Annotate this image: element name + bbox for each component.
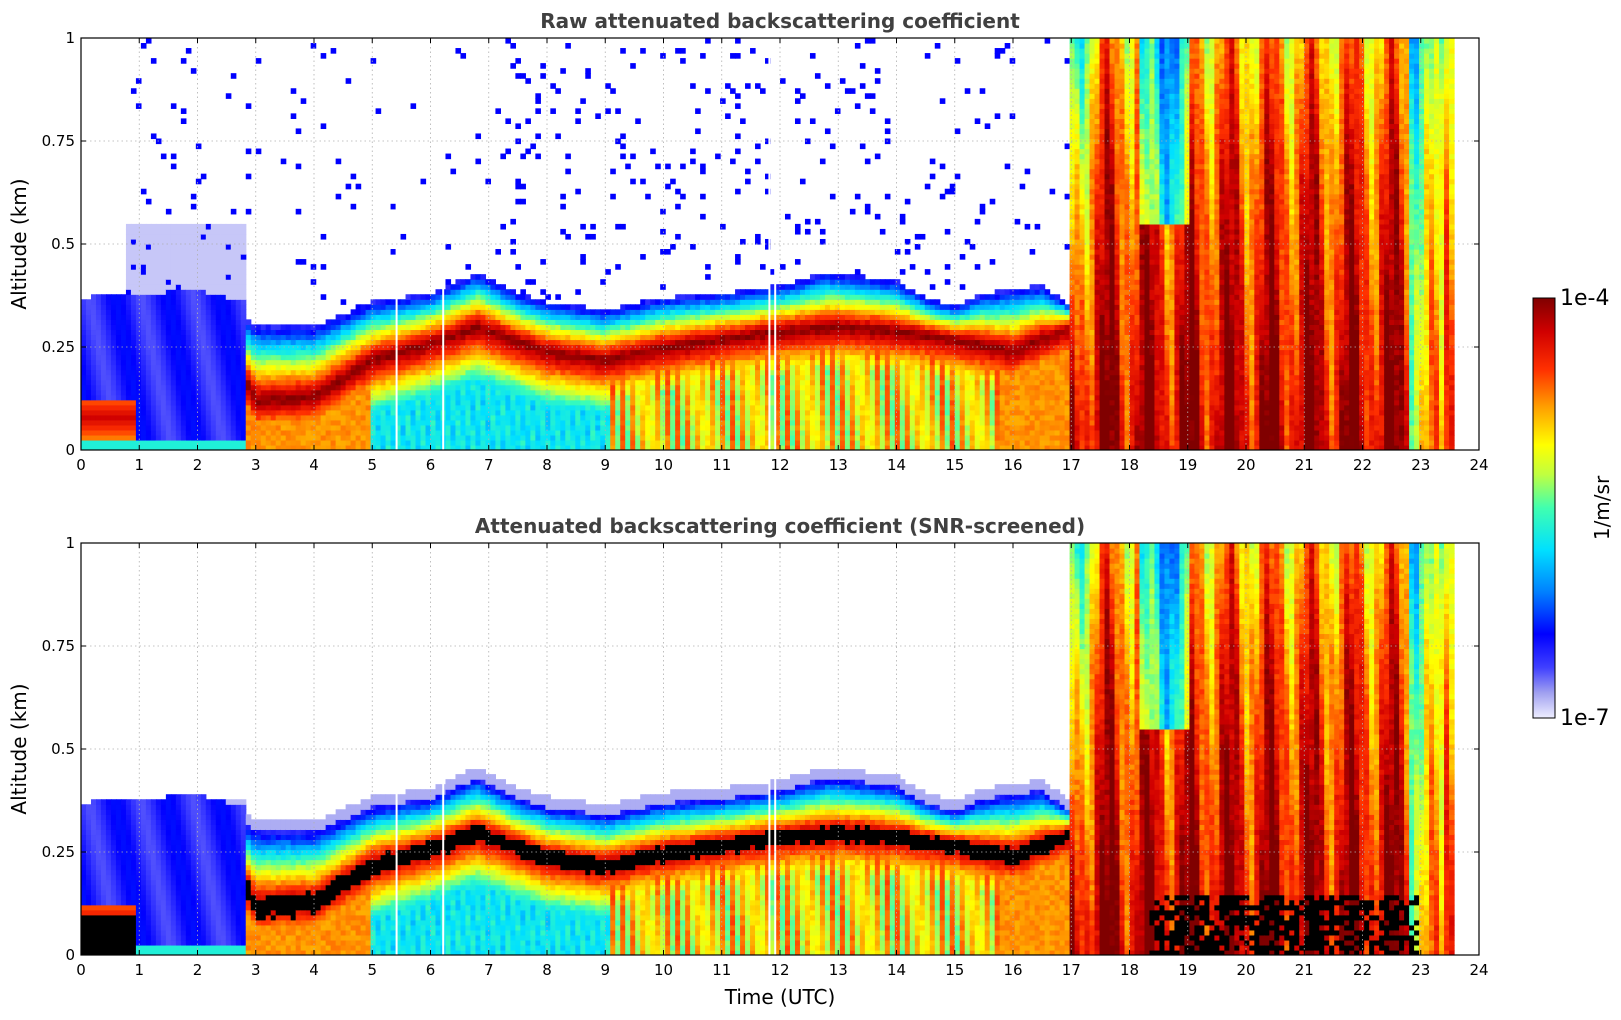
y-tick-label: 0 bbox=[65, 441, 75, 459]
x-tick-label: 2 bbox=[193, 961, 203, 979]
x-tick-label: 8 bbox=[542, 961, 552, 979]
x-tick-label: 9 bbox=[600, 961, 610, 979]
colorbar: 1e-4 1e-7 1/m/sr bbox=[1532, 286, 1614, 731]
x-tick-label: 4 bbox=[309, 456, 319, 474]
y-tick-label: 0.25 bbox=[42, 843, 75, 861]
x-tick-label: 12 bbox=[770, 456, 789, 474]
x-tick-label: 4 bbox=[309, 961, 319, 979]
x-tick-label: 10 bbox=[654, 961, 673, 979]
x-tick-label: 7 bbox=[484, 961, 494, 979]
y-tick-label: 0.75 bbox=[42, 637, 75, 655]
y-axis-ticks: 0 0.25 0.5 0.75 1 bbox=[42, 29, 1479, 459]
y-axis-label: Altitude (km) bbox=[7, 178, 31, 309]
colorbar-unit-label: 1/m/sr bbox=[1590, 475, 1614, 540]
x-tick-label: 3 bbox=[251, 961, 261, 979]
x-tick-label: 20 bbox=[1236, 456, 1255, 474]
y-tick-label: 0 bbox=[65, 946, 75, 964]
x-tick-label: 15 bbox=[945, 961, 964, 979]
colorbar-min-label: 1e-7 bbox=[1560, 706, 1609, 731]
x-tick-label: 1 bbox=[134, 456, 144, 474]
y-axis-ticks: 0 0.25 0.5 0.75 1 bbox=[42, 534, 1479, 964]
y-tick-label: 1 bbox=[65, 534, 75, 552]
x-tick-label: 16 bbox=[1003, 961, 1022, 979]
x-tick-label: 6 bbox=[426, 456, 436, 474]
x-tick-label: 13 bbox=[829, 961, 848, 979]
x-axis-label: Time (UTC) bbox=[724, 985, 836, 1009]
x-tick-label: 7 bbox=[484, 456, 494, 474]
x-tick-label: 22 bbox=[1353, 961, 1372, 979]
colorbar-scale bbox=[1532, 297, 1556, 719]
x-tick-label: 21 bbox=[1295, 961, 1314, 979]
x-tick-label: 8 bbox=[542, 456, 552, 474]
x-tick-label: 18 bbox=[1120, 456, 1139, 474]
x-tick-label: 9 bbox=[600, 456, 610, 474]
x-tick-label: 19 bbox=[1178, 961, 1197, 979]
x-tick-label: 2 bbox=[193, 456, 203, 474]
x-tick-label: 20 bbox=[1236, 961, 1255, 979]
x-tick-label: 14 bbox=[887, 456, 906, 474]
x-tick-label: 1 bbox=[134, 961, 144, 979]
grid bbox=[81, 543, 1479, 955]
x-tick-label: 5 bbox=[367, 961, 377, 979]
y-tick-label: 1 bbox=[65, 29, 75, 47]
colorbar-max-label: 1e-4 bbox=[1560, 286, 1609, 311]
x-tick-label: 19 bbox=[1178, 456, 1197, 474]
heatmap-image bbox=[81, 543, 1455, 955]
x-tick-label: 17 bbox=[1062, 961, 1081, 979]
x-tick-label: 16 bbox=[1003, 456, 1022, 474]
panel-title: Raw attenuated backscattering coefficien… bbox=[540, 9, 1020, 33]
x-axis-ticks: 0 1 2 3 4 5 6 7 8 9 10 11 12 13 14 15 16 17 18 19 20 21 22 23 24 bbox=[76, 38, 1489, 474]
x-tick-label: 22 bbox=[1353, 456, 1372, 474]
y-tick-label: 0.75 bbox=[42, 132, 75, 150]
x-tick-label: 13 bbox=[829, 456, 848, 474]
x-tick-label: 11 bbox=[712, 961, 731, 979]
x-tick-label: 14 bbox=[887, 961, 906, 979]
x-tick-label: 24 bbox=[1469, 456, 1488, 474]
x-tick-label: 0 bbox=[76, 456, 86, 474]
x-tick-label: 24 bbox=[1469, 961, 1488, 979]
y-tick-label: 0.5 bbox=[51, 740, 75, 758]
y-axis-label: Altitude (km) bbox=[7, 683, 31, 814]
y-tick-label: 0.5 bbox=[51, 235, 75, 253]
x-tick-label: 23 bbox=[1411, 456, 1430, 474]
x-axis-ticks: 0 1 2 3 4 5 6 7 8 9 10 11 12 13 14 15 16 17 18 19 20 21 22 23 24 bbox=[76, 543, 1489, 979]
snr-screened-panel: Attenuated backscattering coefficient (S… bbox=[7, 514, 1489, 1009]
grid bbox=[81, 38, 1479, 450]
x-tick-label: 11 bbox=[712, 456, 731, 474]
raw-backscatter-panel: Raw attenuated backscattering coefficien… bbox=[7, 9, 1489, 474]
x-tick-label: 12 bbox=[770, 961, 789, 979]
x-tick-label: 10 bbox=[654, 456, 673, 474]
x-tick-label: 6 bbox=[426, 961, 436, 979]
x-tick-label: 5 bbox=[367, 456, 377, 474]
x-tick-label: 21 bbox=[1295, 456, 1314, 474]
x-tick-label: 23 bbox=[1411, 961, 1430, 979]
x-tick-label: 17 bbox=[1062, 456, 1081, 474]
x-tick-label: 15 bbox=[945, 456, 964, 474]
y-tick-label: 0.25 bbox=[42, 338, 75, 356]
x-tick-label: 3 bbox=[251, 456, 261, 474]
heatmap-image bbox=[81, 38, 1455, 450]
x-tick-label: 18 bbox=[1120, 961, 1139, 979]
panel-title: Attenuated backscattering coefficient (S… bbox=[475, 514, 1085, 538]
x-tick-label: 0 bbox=[76, 961, 86, 979]
